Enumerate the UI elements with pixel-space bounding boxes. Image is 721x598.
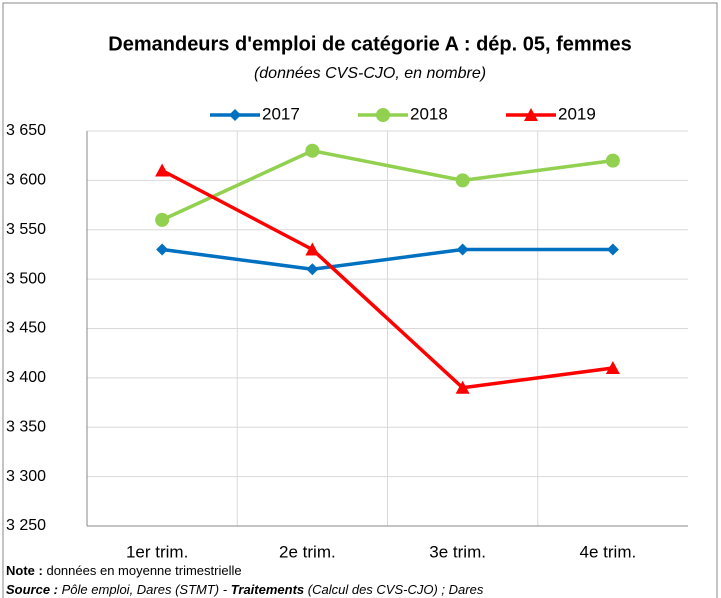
chart-title: Demandeurs d'emploi de catégorie A : dép… — [108, 33, 631, 55]
y-tick-label: 3 500 — [6, 270, 46, 287]
y-tick-label: 3 300 — [6, 468, 46, 485]
series-line — [161, 168, 614, 390]
source-text: Pôle emploi, Dares (STMT) - — [62, 582, 228, 597]
y-tick-label: 3 400 — [6, 369, 46, 386]
data-point — [305, 143, 320, 158]
series-line — [161, 247, 613, 271]
data-point — [155, 163, 170, 177]
data-point — [606, 243, 619, 256]
x-tick-label: 2e trim. — [279, 542, 336, 561]
legend-marker — [524, 108, 538, 121]
source: Source : Pôle emploi, Dares (STMT) - Tra… — [6, 582, 484, 597]
data-point — [605, 153, 620, 168]
y-tick-label: 3 600 — [6, 172, 46, 189]
y-tick-label: 3 250 — [6, 517, 46, 534]
x-tick-label: 3e trim. — [429, 542, 486, 561]
data-point — [605, 361, 620, 374]
legend-label: 2018 — [410, 104, 448, 123]
note-label: Note : — [6, 563, 43, 578]
data-point — [455, 380, 470, 394]
chart-subtitle: (données CVS-CJO, en nombre) — [254, 65, 486, 82]
y-tick-label: 3 650 — [6, 122, 46, 139]
data-point — [455, 173, 470, 188]
source-label: Source : — [6, 582, 58, 597]
data-point — [155, 212, 170, 227]
series-line — [161, 149, 614, 222]
treatments-label: Traitements — [231, 582, 304, 597]
data-point — [305, 242, 320, 256]
data-point — [456, 243, 469, 256]
data-point — [156, 243, 169, 256]
legend-marker — [229, 109, 241, 121]
y-tick-label: 3 550 — [6, 221, 46, 238]
note: Note : données en moyenne trimestrielle — [6, 563, 242, 578]
treatments-text: (Calcul des CVS-CJO) ; Dares — [308, 582, 484, 597]
x-tick-label: 4e trim. — [580, 542, 637, 561]
note-text: données en moyenne trimestrielle — [46, 563, 241, 578]
data-point — [306, 263, 319, 276]
legend-label: 2019 — [558, 104, 596, 123]
y-tick-label: 3 350 — [6, 418, 46, 435]
x-tick-label: 1er trim. — [126, 542, 188, 561]
legend-label: 2017 — [262, 104, 300, 123]
legend-marker — [376, 108, 390, 122]
y-tick-label: 3 450 — [6, 320, 46, 337]
